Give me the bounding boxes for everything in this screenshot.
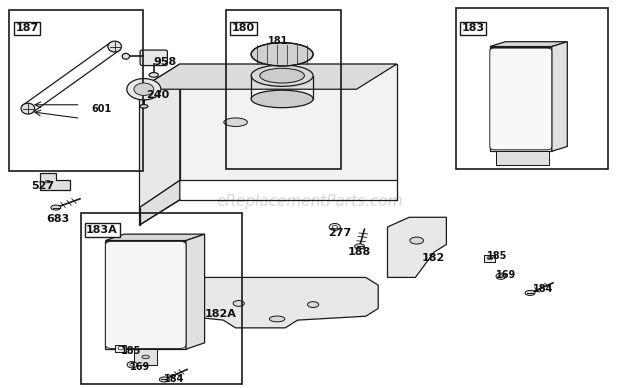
Text: 182: 182 — [422, 253, 445, 263]
Polygon shape — [105, 241, 186, 349]
Ellipse shape — [142, 355, 149, 359]
Ellipse shape — [498, 275, 503, 278]
Polygon shape — [388, 217, 446, 277]
Text: 185: 185 — [121, 346, 141, 356]
Ellipse shape — [127, 78, 161, 100]
Ellipse shape — [251, 65, 313, 86]
Text: 683: 683 — [46, 214, 69, 224]
Polygon shape — [140, 180, 180, 225]
Text: 181: 181 — [268, 36, 288, 46]
Ellipse shape — [140, 105, 148, 108]
Text: 184: 184 — [533, 284, 554, 294]
Ellipse shape — [308, 302, 319, 307]
Polygon shape — [552, 42, 567, 151]
Text: 277: 277 — [329, 228, 352, 238]
Text: 182A: 182A — [205, 309, 236, 319]
Text: 169: 169 — [496, 270, 516, 281]
Ellipse shape — [233, 300, 244, 307]
Ellipse shape — [130, 363, 135, 366]
Ellipse shape — [269, 316, 285, 322]
Text: 527: 527 — [31, 181, 54, 191]
Polygon shape — [180, 64, 397, 180]
Text: 183: 183 — [461, 23, 484, 33]
Ellipse shape — [525, 290, 535, 296]
Ellipse shape — [118, 346, 124, 350]
FancyBboxPatch shape — [115, 345, 126, 352]
Polygon shape — [140, 64, 397, 89]
Bar — [81, 213, 242, 384]
Text: 187: 187 — [16, 23, 38, 33]
Ellipse shape — [329, 223, 340, 230]
Ellipse shape — [224, 118, 247, 126]
Ellipse shape — [251, 43, 313, 66]
Bar — [226, 10, 341, 169]
Ellipse shape — [51, 205, 61, 210]
Bar — [456, 8, 608, 169]
FancyBboxPatch shape — [140, 50, 167, 66]
Ellipse shape — [127, 362, 137, 368]
Ellipse shape — [21, 103, 35, 114]
Ellipse shape — [355, 244, 365, 249]
Polygon shape — [140, 64, 180, 208]
Text: 183A: 183A — [86, 225, 118, 235]
Polygon shape — [490, 42, 567, 47]
FancyBboxPatch shape — [484, 255, 495, 262]
Ellipse shape — [134, 83, 154, 95]
Bar — [9, 10, 143, 171]
Ellipse shape — [487, 256, 493, 260]
Polygon shape — [40, 173, 70, 190]
Polygon shape — [174, 277, 378, 328]
Ellipse shape — [332, 225, 337, 229]
Text: 188: 188 — [347, 247, 371, 257]
Text: 169: 169 — [130, 362, 151, 372]
Text: eReplacementParts.com: eReplacementParts.com — [216, 194, 404, 209]
Text: 185: 185 — [487, 251, 507, 261]
Polygon shape — [105, 234, 205, 241]
Text: 958: 958 — [154, 57, 177, 67]
Ellipse shape — [149, 73, 159, 77]
Ellipse shape — [45, 180, 50, 183]
FancyBboxPatch shape — [490, 48, 552, 150]
Text: 180: 180 — [232, 23, 255, 33]
Text: 184: 184 — [164, 374, 185, 385]
Text: 601: 601 — [92, 104, 112, 114]
Polygon shape — [186, 234, 205, 349]
FancyBboxPatch shape — [134, 349, 157, 365]
Text: 240: 240 — [146, 90, 169, 100]
Polygon shape — [496, 151, 549, 165]
Polygon shape — [490, 47, 552, 151]
Ellipse shape — [260, 68, 304, 83]
Ellipse shape — [410, 237, 423, 244]
FancyBboxPatch shape — [105, 241, 186, 348]
Ellipse shape — [159, 377, 169, 382]
Ellipse shape — [496, 273, 506, 279]
Ellipse shape — [108, 41, 122, 52]
Ellipse shape — [122, 53, 130, 59]
Ellipse shape — [251, 90, 313, 107]
